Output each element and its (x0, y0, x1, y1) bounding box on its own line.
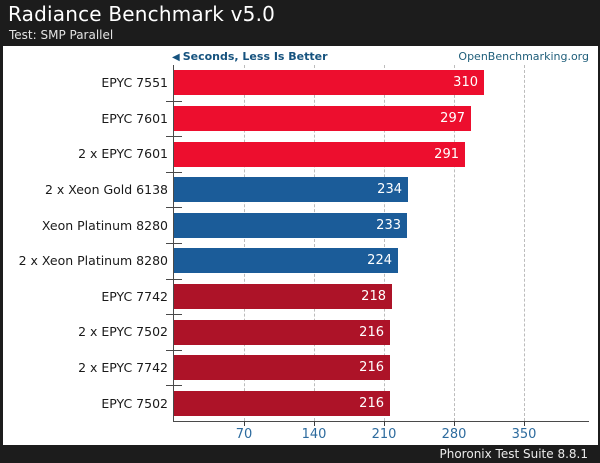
openbenchmarking-link[interactable]: OpenBenchmarking.org (458, 50, 589, 63)
category-label: 2 x EPYC 7601 (78, 146, 168, 162)
y-axis-tick (166, 171, 182, 173)
category-label: 2 x EPYC 7742 (78, 360, 168, 376)
bar-value-label: 291 (434, 146, 459, 162)
bar-value-label: 224 (367, 253, 392, 269)
bar: 216 (174, 319, 390, 345)
category-label: Xeon Platinum 8280 (41, 217, 168, 233)
category-label: EPYC 7742 (101, 288, 168, 304)
y-axis-tick (166, 100, 182, 102)
plot-area: 70 140 210 280 350 310 297 291 234 233 224 218 216 21… (166, 65, 589, 442)
bar-value-label: 310 (453, 75, 478, 91)
bar-value-label: 216 (359, 395, 384, 411)
x-axis-tick-label: 210 (371, 427, 397, 442)
bar: 224 (174, 248, 398, 274)
bar: 310 (174, 70, 484, 96)
x-axis-tick-label: 70 (235, 427, 253, 442)
y-axis-tick (166, 314, 182, 316)
bar: 233 (174, 212, 407, 238)
x-axis-tick-label: 280 (441, 427, 467, 442)
bar-value-label: 216 (359, 324, 384, 340)
unit-direction-text: Seconds, Less Is Better (182, 50, 328, 63)
right-edge-border (598, 46, 600, 463)
bar-value-label: 297 (440, 110, 465, 126)
bar: 216 (174, 390, 390, 416)
category-label: EPYC 7601 (101, 110, 168, 126)
x-axis-tick-label: 350 (511, 427, 537, 442)
x-axis-tick (454, 421, 455, 426)
graph-title: Radiance Benchmark v5.0 (8, 2, 276, 26)
bar: 297 (174, 105, 471, 131)
x-axis-tick (244, 421, 245, 426)
gridline (454, 65, 455, 421)
unit-direction-note: ◀ Seconds, Less Is Better (172, 50, 328, 63)
x-axis-tick-label: 140 (301, 427, 327, 442)
category-label: EPYC 7551 (101, 75, 168, 91)
gridline (524, 65, 525, 421)
bar: 234 (174, 177, 408, 203)
bar: 291 (174, 141, 465, 167)
category-label: 2 x Xeon Gold 6138 (44, 182, 168, 198)
gridline (314, 65, 315, 421)
graph-header: Radiance Benchmark v5.0 Test: SMP Parall… (0, 0, 600, 46)
y-axis-tick (166, 243, 182, 244)
gridline (384, 65, 385, 421)
y-axis-tick (166, 385, 182, 387)
bar: 216 (174, 355, 390, 381)
gridline (244, 65, 245, 421)
category-label: 2 x Xeon Platinum 8280 (18, 253, 168, 269)
graph-subtitle: Test: SMP Parallel (9, 28, 114, 42)
suite-version-credit: Phoronix Test Suite 8.8.1 (439, 447, 589, 461)
x-axis-tick (384, 421, 385, 426)
graph-footer: Phoronix Test Suite 8.8.1 (0, 445, 600, 463)
bar-value-label: 216 (359, 360, 384, 376)
x-axis-tick (314, 421, 315, 426)
category-label: EPYC 7502 (101, 395, 168, 411)
bar-value-label: 233 (376, 217, 401, 233)
bar-value-label: 234 (377, 182, 402, 198)
bar-value-label: 218 (361, 288, 386, 304)
x-axis-tick (524, 421, 525, 426)
y-axis-tick (166, 136, 182, 138)
left-arrow-icon: ◀ (172, 52, 180, 63)
category-label: 2 x EPYC 7502 (78, 324, 168, 340)
bar: 218 (174, 283, 392, 309)
y-axis-tick (166, 278, 182, 280)
y-axis-tick (166, 207, 182, 209)
y-axis-tick (166, 349, 182, 351)
left-edge-border (0, 46, 3, 463)
